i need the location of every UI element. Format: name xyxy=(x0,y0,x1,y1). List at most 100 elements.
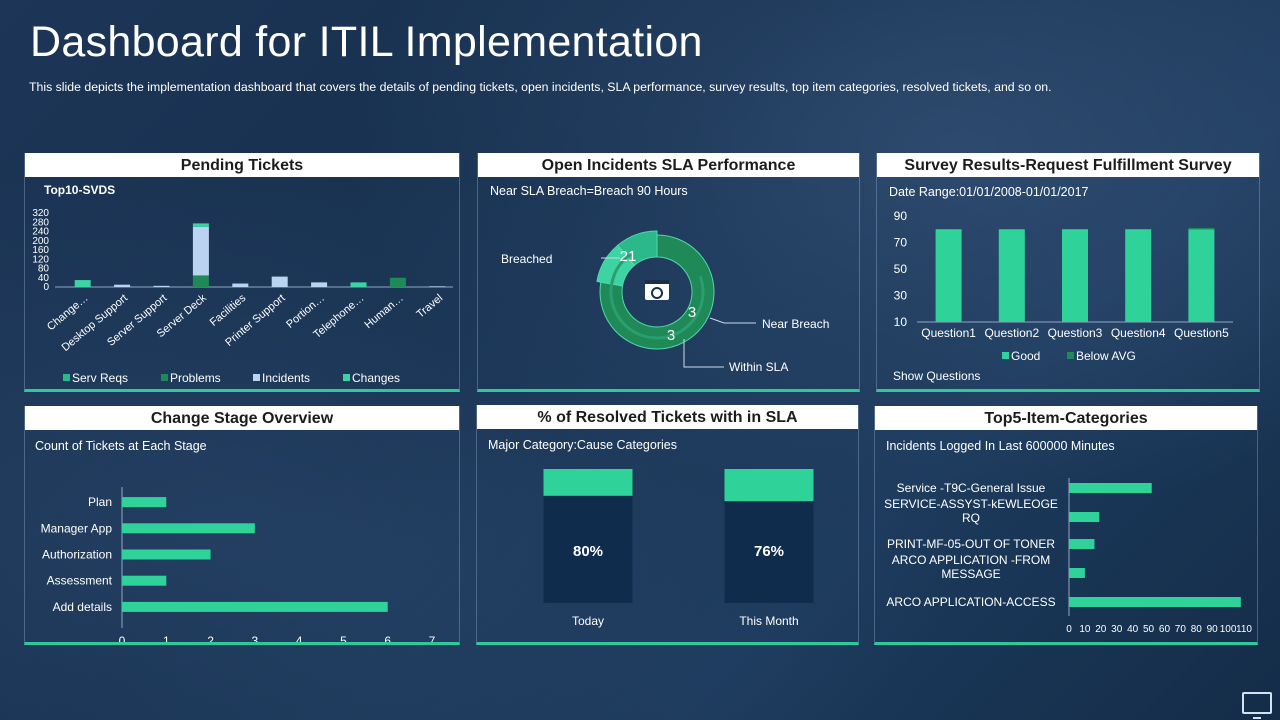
legend-swatch xyxy=(161,374,168,381)
slice-value: 3 xyxy=(667,327,675,344)
show-questions-label: Show Questions xyxy=(893,369,980,383)
y-tick-label: 40 xyxy=(38,273,50,284)
x-tick-label: 110 xyxy=(1236,624,1252,635)
y-tick-label: Add details xyxy=(53,600,112,614)
x-tick-label: 100 xyxy=(1220,624,1237,635)
x-tick-label: 0 xyxy=(1066,624,1072,635)
chart-subtitle: Top10-SVDS xyxy=(44,183,115,197)
slice-value: 21 xyxy=(620,248,637,265)
y-tick-label: 320 xyxy=(32,208,49,219)
y-tick-label: 70 xyxy=(894,236,908,250)
sla-performance-panel: Open Incidents SLA Performance Near SLA … xyxy=(477,153,860,392)
chart-subtitle: Near SLA Breach=Breach 90 Hours xyxy=(490,184,688,198)
change-stage-header: Change Stage Overview xyxy=(25,406,459,430)
donut-slice xyxy=(599,234,715,350)
bar xyxy=(1069,512,1100,522)
y-tick-label: 160 xyxy=(32,245,49,256)
bar-segment xyxy=(153,285,170,287)
y-tick-label: PRINT-MF-05-OUT OF TONER xyxy=(887,537,1055,551)
bar-value-label: 80% xyxy=(573,543,603,560)
x-tick-label: 40 xyxy=(1127,624,1139,635)
bar xyxy=(1069,539,1095,549)
bar xyxy=(122,601,388,612)
legend-label: Good xyxy=(1011,349,1040,363)
bar-segment xyxy=(192,226,209,276)
bar xyxy=(122,497,167,508)
bar xyxy=(122,549,211,560)
resolved-tickets-panel: % of Resolved Tickets with in SLA Major … xyxy=(476,405,859,645)
change-stage-chart: Count of Tickets at Each Stage 0 1 2 3 4 5 6 7 Pl… xyxy=(35,439,436,642)
x-tick-label: 0 xyxy=(119,634,126,642)
bar xyxy=(1069,597,1241,607)
leader-line xyxy=(683,339,724,368)
bar-segment xyxy=(114,284,131,287)
x-tick-label: 7 xyxy=(429,634,436,642)
monitor-icon[interactable] xyxy=(1242,692,1272,719)
bar-segment xyxy=(192,275,209,287)
legend-label: Below AVG xyxy=(1076,349,1136,363)
y-tick-label: 80 xyxy=(38,264,50,275)
slice-value: 3 xyxy=(688,304,696,321)
slice-label: Breached xyxy=(501,252,552,266)
bar xyxy=(998,229,1025,322)
x-tick-label: 20 xyxy=(1095,624,1107,635)
x-tick-label: 5 xyxy=(340,634,347,642)
bar xyxy=(1069,483,1152,493)
bar-value-label: 76% xyxy=(754,543,784,560)
sla-performance-header: Open Incidents SLA Performance xyxy=(478,153,859,177)
bar xyxy=(724,501,814,603)
y-tick-label: 50 xyxy=(894,262,908,276)
x-tick-label: 50 xyxy=(1143,624,1155,635)
survey-results-header: Survey Results-Request Fulfillment Surve… xyxy=(877,153,1259,177)
bar xyxy=(122,523,255,534)
y-tick-label: 10 xyxy=(894,315,908,329)
y-tick-label: Service -T9C-General Issue xyxy=(897,481,1046,495)
bar-segment xyxy=(389,277,406,287)
x-tick-label: Question4 xyxy=(1111,326,1166,340)
x-tick-label: Travel xyxy=(414,292,445,321)
pending-tickets-chart: Top10-SVDS32028024020016012080400Change…… xyxy=(32,183,453,385)
y-tick-label: SERVICE-ASSYST-kEWLEOGE RQ xyxy=(884,497,1058,525)
change-stage-panel: Change Stage Overview Count of Tickets a… xyxy=(24,406,460,645)
y-tick-label: 30 xyxy=(894,289,908,303)
x-tick-label: This Month xyxy=(739,614,798,628)
y-tick-label: 0 xyxy=(43,282,49,293)
page-subtitle: This slide depicts the implementation da… xyxy=(29,80,1052,94)
bar-segment xyxy=(232,283,249,287)
x-tick-label: Question1 xyxy=(921,326,976,340)
page-title: Dashboard for ITIL Implementation xyxy=(30,18,703,66)
bar-segment xyxy=(271,276,288,287)
x-tick-label: 3 xyxy=(252,634,259,642)
bar-segment xyxy=(74,280,91,287)
bar xyxy=(1188,229,1215,322)
y-tick-label: Assessment xyxy=(47,574,113,588)
y-tick-label: Manager App xyxy=(41,521,113,535)
x-tick-label: 2 xyxy=(207,634,214,642)
legend-swatch xyxy=(343,374,350,381)
x-tick-label: Desktop Support xyxy=(60,292,130,354)
legend-swatch xyxy=(1002,352,1009,359)
chart-subtitle: Incidents Logged In Last 600000 Minutes xyxy=(886,439,1115,453)
sla-performance-chart: Near SLA Breach=Breach 90 Hours 21 33 Breac… xyxy=(490,184,829,374)
pending-tickets-panel: Pending Tickets Top10-SVDS 320 280 240 200 16… xyxy=(24,153,460,392)
y-tick-label: 200 xyxy=(32,236,49,247)
bar xyxy=(1125,229,1152,322)
x-tick-label: 70 xyxy=(1175,624,1187,635)
legend-label: Problems xyxy=(170,371,221,385)
x-tick-label: 10 xyxy=(1079,624,1091,635)
bar-segment xyxy=(192,223,209,227)
resolved-tickets-chart: Major Category:Cause Categories 80% Today 7… xyxy=(488,438,814,628)
bar-segment xyxy=(311,282,328,287)
legend-swatch xyxy=(63,374,70,381)
gear-calendar-icon-gear xyxy=(651,287,663,299)
resolved-tickets-header: % of Resolved Tickets with in SLA xyxy=(477,405,858,429)
chart-subtitle: Date Range:01/01/2008-01/01/2017 xyxy=(889,185,1089,199)
top5-categories-panel: Top5-Item-Categories Incidents Logged In… xyxy=(874,406,1258,645)
y-tick-label: Plan xyxy=(88,495,112,509)
legend-swatch xyxy=(1067,352,1074,359)
survey-results-panel: Survey Results-Request Fulfillment Surve… xyxy=(876,153,1260,392)
legend-label: Serv Reqs xyxy=(72,371,128,385)
x-tick-label: Today xyxy=(572,614,604,628)
x-tick-label: Question5 xyxy=(1174,326,1229,340)
x-tick-label: Question2 xyxy=(984,326,1039,340)
